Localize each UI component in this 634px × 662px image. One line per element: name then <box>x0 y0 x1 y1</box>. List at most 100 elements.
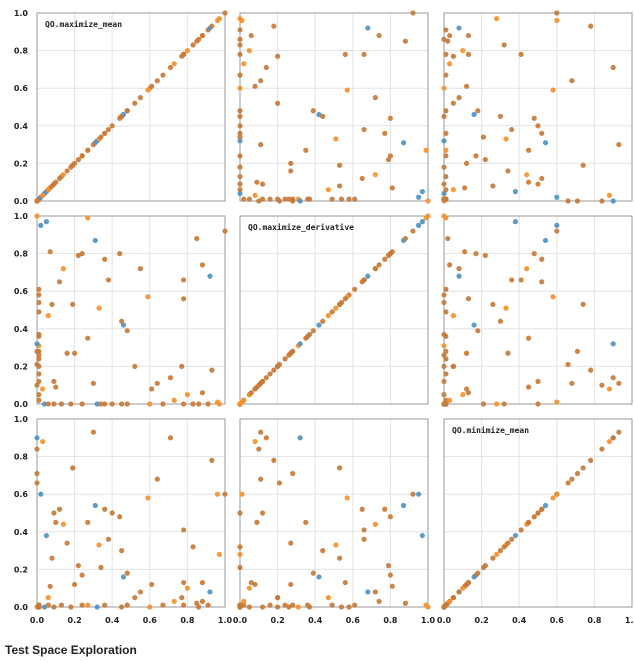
scatter-point <box>443 51 449 57</box>
scatter-point <box>237 134 243 140</box>
scatter-point <box>352 602 358 608</box>
scatter-point <box>480 134 487 140</box>
scatter-point <box>60 266 66 272</box>
scatter-point <box>98 134 104 140</box>
y-tick-label: 0.4 <box>14 528 29 537</box>
scatter-point <box>606 386 613 392</box>
scatter-point <box>490 183 496 189</box>
scatter-point <box>475 328 481 334</box>
scatter-point <box>539 279 545 285</box>
scatter-point <box>505 540 511 546</box>
scatter-point <box>441 138 447 144</box>
scatter-point <box>179 53 185 59</box>
scatter-point <box>275 595 281 601</box>
scatter-point <box>616 380 622 386</box>
scatter-point <box>382 506 388 512</box>
scatter-point <box>389 185 395 191</box>
scatter-point <box>372 172 378 178</box>
scatter-point <box>36 309 42 315</box>
scatter-point <box>402 600 409 606</box>
scatter-point <box>588 23 594 29</box>
x-tick-label: 0.2 <box>68 616 82 625</box>
scatter-point <box>282 196 288 202</box>
scatter-point <box>79 572 85 578</box>
scatter-point <box>119 604 125 610</box>
scatter-point <box>237 602 243 608</box>
scatter-point <box>181 296 187 302</box>
scatter-point <box>505 350 511 356</box>
x-tick-label: 0.8 <box>383 616 398 625</box>
y-tick-label: 0.8 <box>14 47 29 56</box>
scatter-point <box>237 187 243 193</box>
scatter-point <box>554 228 560 234</box>
scatter-point <box>359 175 365 182</box>
scatter-point <box>316 574 322 580</box>
scatter-point <box>580 465 586 471</box>
scatter-point <box>239 491 245 497</box>
scatter-point <box>480 401 487 407</box>
scatter-point <box>147 401 153 407</box>
scatter-point <box>214 491 221 497</box>
scatter-point <box>105 277 112 283</box>
scatter-point <box>237 401 243 407</box>
scatter-point <box>258 429 264 435</box>
scatter-point <box>344 87 350 93</box>
scatter-point <box>43 532 50 539</box>
scatter-point <box>542 140 549 146</box>
scatter-point <box>337 183 343 189</box>
x-tick-label: 0.0 <box>30 616 45 625</box>
scatter-point <box>512 219 519 225</box>
scatter-point <box>565 198 571 204</box>
scatter-point <box>34 382 40 388</box>
data-points <box>34 10 622 610</box>
scatter-point <box>387 153 393 159</box>
scatter-point <box>465 32 472 39</box>
scatter-point <box>554 399 560 405</box>
x-tick-label: 0.8 <box>587 616 602 625</box>
scatter-point <box>256 198 262 204</box>
scatter-point <box>271 23 277 29</box>
scatter-point <box>282 602 288 608</box>
scatter-point <box>246 585 252 591</box>
scatter-point <box>56 175 63 182</box>
scatter-point <box>119 401 125 407</box>
scatter-point <box>342 296 348 302</box>
scatter-point <box>124 328 130 334</box>
scatter-point <box>460 48 466 54</box>
x-tick-label: 0.8 <box>180 616 195 625</box>
scatter-point <box>79 251 85 257</box>
scatter-point <box>450 100 456 106</box>
scatter-point <box>205 602 211 608</box>
scatter-point <box>51 604 57 610</box>
scatter-point <box>194 600 200 606</box>
scatter-point <box>333 542 339 548</box>
scatter-point <box>425 198 431 204</box>
scatter-point <box>441 299 447 306</box>
scatter-point <box>443 371 449 377</box>
scatter-point <box>181 527 187 533</box>
scatter-point <box>387 514 393 520</box>
scatter-point <box>34 435 40 441</box>
scatter-point <box>154 476 160 482</box>
scatter-point <box>167 64 174 71</box>
scatter-point <box>207 589 213 595</box>
scatter-point <box>443 173 449 180</box>
scatter-point <box>105 536 112 542</box>
scatter-point <box>145 87 151 93</box>
scatter-point <box>616 142 622 148</box>
x-tick-label: 0.4 <box>105 616 120 625</box>
scatter-point <box>290 470 296 477</box>
scatter-point <box>503 136 509 142</box>
scatter-point <box>297 341 303 347</box>
scatter-point <box>179 363 185 369</box>
scatter-point <box>310 108 316 114</box>
scatter-point <box>252 386 258 392</box>
scatter-point <box>346 604 352 610</box>
scatter-point <box>75 563 81 569</box>
scatter-point <box>267 602 273 608</box>
scatter-point <box>92 502 98 509</box>
scatter-point <box>419 189 425 195</box>
scatter-point <box>482 252 488 259</box>
scatter-point <box>599 446 605 452</box>
scatter-point <box>526 519 532 526</box>
